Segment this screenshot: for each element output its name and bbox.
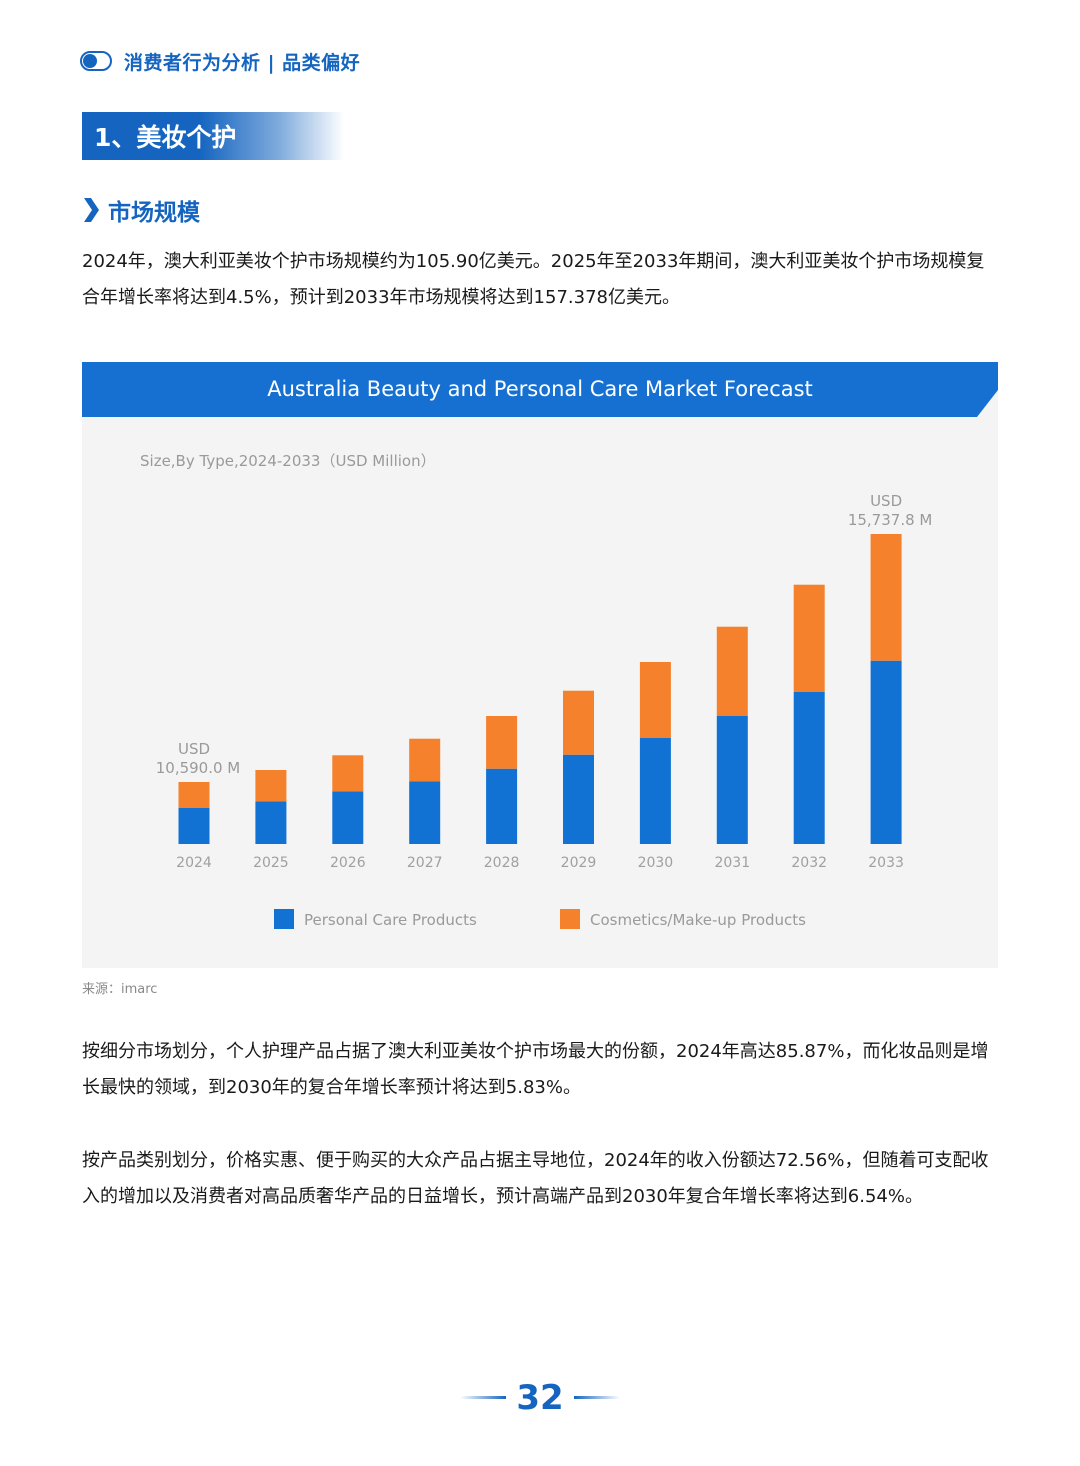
bar-cosmetics-2026 (332, 755, 364, 792)
bar-personal-care-2029 (563, 754, 594, 844)
bar-cosmetics-2028 (486, 716, 518, 769)
subheading: 市场规模 (82, 192, 200, 228)
section-banner: 1、美妆个护 (82, 112, 344, 160)
bar-cosmetics-2031 (716, 626, 748, 716)
chart-container: Australia Beauty and Personal Care Marke… (82, 362, 998, 968)
bar-cosmetics-2033 (870, 534, 902, 661)
x-tick-label-2024: 2024 (176, 855, 212, 871)
page-line-right (574, 1396, 620, 1399)
x-tick-label-2030: 2030 (638, 855, 674, 871)
section-title: 1、美妆个护 (94, 123, 237, 152)
subheading-title: 市场规模 (108, 200, 200, 226)
bar-personal-care-2031 (716, 716, 748, 844)
legend-label-personal-care: Personal Care Products (304, 911, 477, 929)
x-tick-label-2033: 2033 (868, 855, 904, 871)
bar-personal-care-2027 (409, 781, 441, 844)
legend-swatch-cosmetics (560, 909, 580, 929)
bar-personal-care-2033 (870, 660, 902, 844)
chart-title: Australia Beauty and Personal Care Marke… (267, 377, 813, 401)
annotation-label-2024-value: 10,590.0 M (156, 759, 241, 777)
bar-personal-care-2024 (178, 808, 210, 844)
legend-label-cosmetics: Cosmetics/Make-up Products (590, 911, 806, 929)
x-tick-label-2026: 2026 (330, 855, 366, 871)
annotation-label-2024-unit: USD (178, 740, 210, 758)
chevron-right-icon (84, 198, 99, 222)
x-tick-label-2032: 2032 (791, 855, 827, 871)
bar-cosmetics-2027 (409, 738, 441, 782)
bar-personal-care-2030 (639, 738, 671, 844)
x-tick-label-2029: 2029 (561, 855, 597, 871)
x-tick-label-2025: 2025 (253, 855, 289, 871)
paragraph-market-size: 2024年，澳大利亚美妆个护市场规模约为105.90亿美元。2025年至2033… (82, 251, 985, 308)
page-number: 32 (516, 1378, 564, 1418)
bar-personal-care-2028 (486, 768, 518, 844)
bar-cosmetics-2024 (178, 782, 210, 808)
chart-title-band (82, 362, 998, 417)
bar-personal-care-2025 (255, 801, 287, 844)
source-note: 来源：imarc (82, 982, 158, 997)
legend-swatch-personal-care (274, 909, 294, 929)
bar-personal-care-2032 (793, 692, 825, 844)
paragraph-categories: 按产品类别划分，价格实惠、便于购买的大众产品占据主导地位，2024年的收入份额达… (82, 1150, 989, 1207)
x-tick-label-2031: 2031 (714, 855, 750, 871)
annotation-label-2033-value: 15,737.8 M (848, 511, 933, 529)
page-header: 消费者行为分析 | 品类偏好 (80, 46, 360, 76)
header-title: 消费者行为分析 | 品类偏好 (124, 51, 361, 74)
paragraph-segments: 按细分市场划分，个人护理产品占据了澳大利亚美妆个护市场最大的份额，2024年高达… (82, 1041, 989, 1098)
bar-chart: 2024 2025 2026 2027 2028 2029 2030 2031 2032 2033… (156, 492, 933, 929)
x-tick-label-2027: 2027 (407, 855, 443, 871)
chart-subtitle: Size,By Type,2024-2033（USD Million） (140, 452, 436, 470)
toggle-icon (80, 51, 112, 71)
bar-cosmetics-2029 (563, 690, 594, 755)
x-tick-label-2028: 2028 (484, 855, 520, 871)
page-footer: 32 (0, 1374, 1080, 1422)
page-line-left (460, 1396, 506, 1399)
bar-cosmetics-2032 (793, 584, 825, 692)
bar-cosmetics-2030 (639, 662, 671, 738)
bar-cosmetics-2025 (255, 770, 287, 802)
annotation-label-2033-unit: USD (870, 492, 902, 510)
bar-personal-care-2026 (332, 791, 364, 844)
